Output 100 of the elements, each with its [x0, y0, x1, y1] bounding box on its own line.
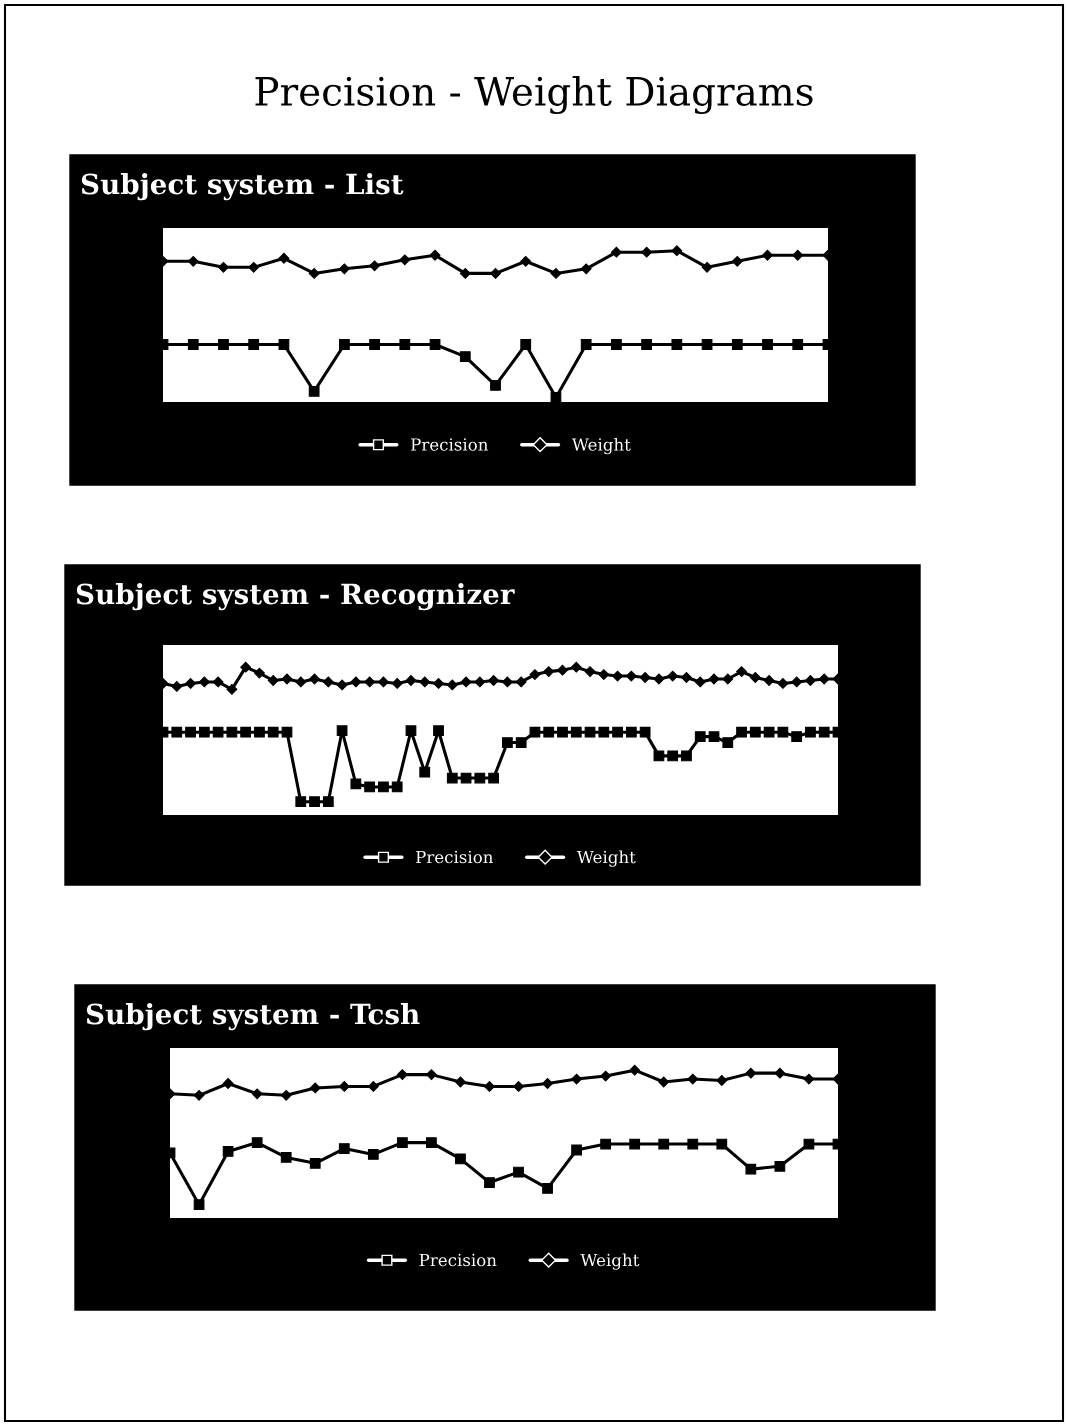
point: [399, 339, 411, 350]
chart-title: Subject system - List: [81, 173, 404, 201]
point: [322, 676, 334, 688]
point: [777, 678, 789, 689]
point: [308, 267, 320, 279]
point: [419, 766, 431, 778]
point: [193, 1089, 205, 1101]
point: [708, 673, 720, 685]
point: [459, 267, 471, 279]
point: [667, 670, 679, 682]
point: [391, 678, 403, 689]
legend-label: Precision: [419, 1253, 497, 1267]
point: [433, 678, 444, 689]
point: [185, 726, 196, 738]
point: [722, 673, 734, 685]
point: [570, 726, 582, 738]
point: [805, 675, 816, 686]
point: [701, 339, 713, 350]
point: [405, 725, 417, 737]
point: [433, 725, 444, 737]
point: [629, 1138, 641, 1150]
point: [701, 261, 713, 273]
point: [542, 1183, 553, 1194]
point: [336, 725, 348, 737]
point: [667, 750, 679, 762]
point: [484, 1177, 495, 1188]
point: [280, 1152, 292, 1163]
legend-label: Weight: [580, 1253, 640, 1270]
point: [254, 667, 265, 679]
point: [598, 726, 610, 738]
point: [736, 726, 747, 738]
point: [818, 726, 830, 738]
point: [396, 1069, 408, 1081]
point: [791, 731, 803, 743]
point: [490, 267, 501, 279]
point: [557, 726, 568, 738]
point: [658, 1076, 670, 1088]
point: [731, 255, 743, 267]
point: [280, 1089, 292, 1101]
point: [681, 750, 692, 762]
point: [777, 726, 789, 738]
point: [378, 781, 389, 793]
point: [171, 726, 183, 738]
point: [641, 339, 652, 350]
point: [369, 339, 380, 350]
point: [681, 672, 692, 683]
point: [322, 796, 334, 808]
point: [570, 661, 582, 673]
point: [226, 683, 238, 695]
legend-label: Weight: [571, 437, 631, 455]
point: [396, 1137, 408, 1148]
point: [419, 676, 431, 688]
point: [600, 1138, 612, 1150]
point: [350, 778, 362, 790]
point: [391, 781, 403, 793]
point: [694, 731, 706, 743]
legend-label: Precision: [416, 850, 494, 864]
point: [529, 669, 541, 680]
point: [222, 1078, 234, 1089]
point: [267, 726, 279, 738]
point: [338, 263, 350, 275]
point: [584, 666, 596, 678]
point: [405, 675, 417, 686]
point: [584, 726, 596, 738]
point: [520, 255, 532, 267]
point: [399, 254, 411, 266]
point: [520, 339, 532, 350]
point: [309, 1082, 321, 1094]
point: [338, 1143, 350, 1154]
point: [226, 726, 238, 738]
text: Precision - Weight Diagrams: [255, 75, 813, 115]
point: [502, 737, 513, 748]
point: [339, 339, 350, 350]
point: [731, 339, 743, 350]
point: [529, 726, 541, 738]
point: [218, 261, 229, 273]
point: [187, 339, 199, 350]
point: [446, 679, 458, 691]
point: [187, 255, 199, 267]
point: [612, 726, 623, 738]
point: [791, 676, 803, 688]
point: [367, 1149, 379, 1160]
point: [513, 1166, 524, 1178]
point: [515, 737, 527, 748]
point: [240, 661, 252, 673]
point: [488, 772, 499, 784]
point: [429, 249, 441, 261]
point: [369, 260, 381, 272]
point: [513, 1081, 524, 1092]
point: [722, 737, 734, 748]
point: [218, 339, 229, 350]
point: [653, 750, 665, 762]
point: [490, 379, 501, 391]
point: [308, 386, 320, 397]
point: [248, 261, 260, 273]
point: [309, 1157, 321, 1169]
point: [611, 339, 622, 350]
chart-title: Subject system - Recognizer: [76, 583, 515, 611]
point: [281, 726, 293, 738]
point: [641, 246, 653, 258]
